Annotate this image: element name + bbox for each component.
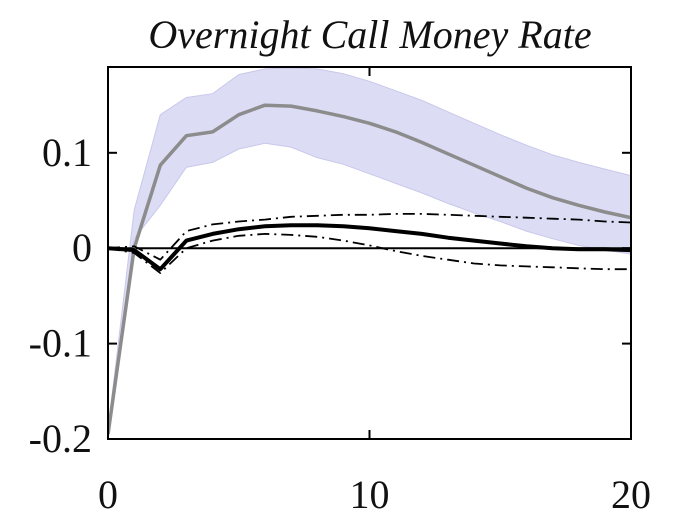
y-tick-label-neg-0.1: -0.1: [29, 321, 92, 366]
y-tick-label-0.1: 0.1: [42, 130, 92, 175]
y-tick-label-0: 0: [72, 225, 92, 270]
x-tick-label-20: 20: [611, 472, 651, 517]
x-tick-marks: [107, 67, 632, 439]
x-tick-label-0: 0: [98, 472, 118, 517]
series-line-solid-black: [108, 223, 631, 272]
x-tick-label-10: 10: [350, 472, 390, 517]
series-line-dashdot-upper: [108, 213, 631, 261]
y-tick-marks: [108, 151, 631, 440]
y-tick-label-neg-0.2: -0.2: [29, 416, 92, 461]
chart-title: Overnight Call Money Rate: [148, 12, 591, 57]
series-line-solid-gray: [108, 103, 631, 435]
series-line-dashdot-lower: [108, 233, 631, 274]
